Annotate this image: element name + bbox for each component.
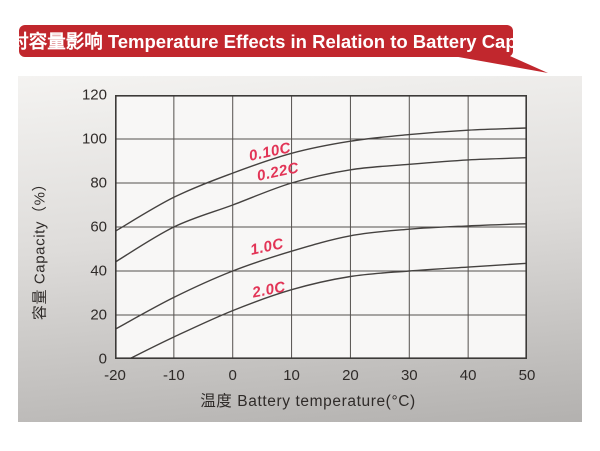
- x-tick-label-0: 0: [228, 367, 237, 384]
- chart-title-banner: 温度对容量影响 Temperature Effects in Relation …: [0, 25, 559, 57]
- y-tick-label-0: 0: [98, 350, 107, 368]
- y-tick-label-60: 60: [90, 218, 107, 236]
- y-axis-title: 容量 Capacity（%）: [31, 175, 49, 321]
- curve-0.22C: [115, 157, 527, 263]
- x-tick-label-20: 20: [342, 367, 359, 384]
- y-tick-label-20: 20: [90, 306, 107, 324]
- x-tick-label-40: 40: [459, 367, 477, 384]
- curve-0.10C: [115, 127, 527, 233]
- y-tick-label-40: 40: [90, 262, 107, 280]
- chart-title-text: 温度对容量影响 Temperature Effects in Relation …: [0, 31, 559, 52]
- y-tick-label-80: 80: [90, 174, 107, 192]
- plot-frame: [115, 95, 527, 359]
- curve-1.0C: [115, 223, 527, 330]
- x-tick-label--20: -20: [104, 367, 126, 384]
- x-tick-label--10: -10: [163, 367, 185, 384]
- x-axis-title: 温度 Battery temperature(°C): [200, 393, 416, 410]
- x-tick-label-50: 50: [518, 367, 536, 384]
- y-tick-label-120: 120: [81, 86, 107, 104]
- curve-2.0C: [128, 262, 527, 359]
- plot-area: 0.10C 0.22C 1.0C 2.0C: [115, 95, 527, 359]
- chart-svg: [115, 95, 527, 359]
- y-tick-label-100: 100: [81, 130, 107, 148]
- x-tick-label-10: 10: [283, 367, 300, 384]
- x-tick-label-30: 30: [400, 367, 418, 384]
